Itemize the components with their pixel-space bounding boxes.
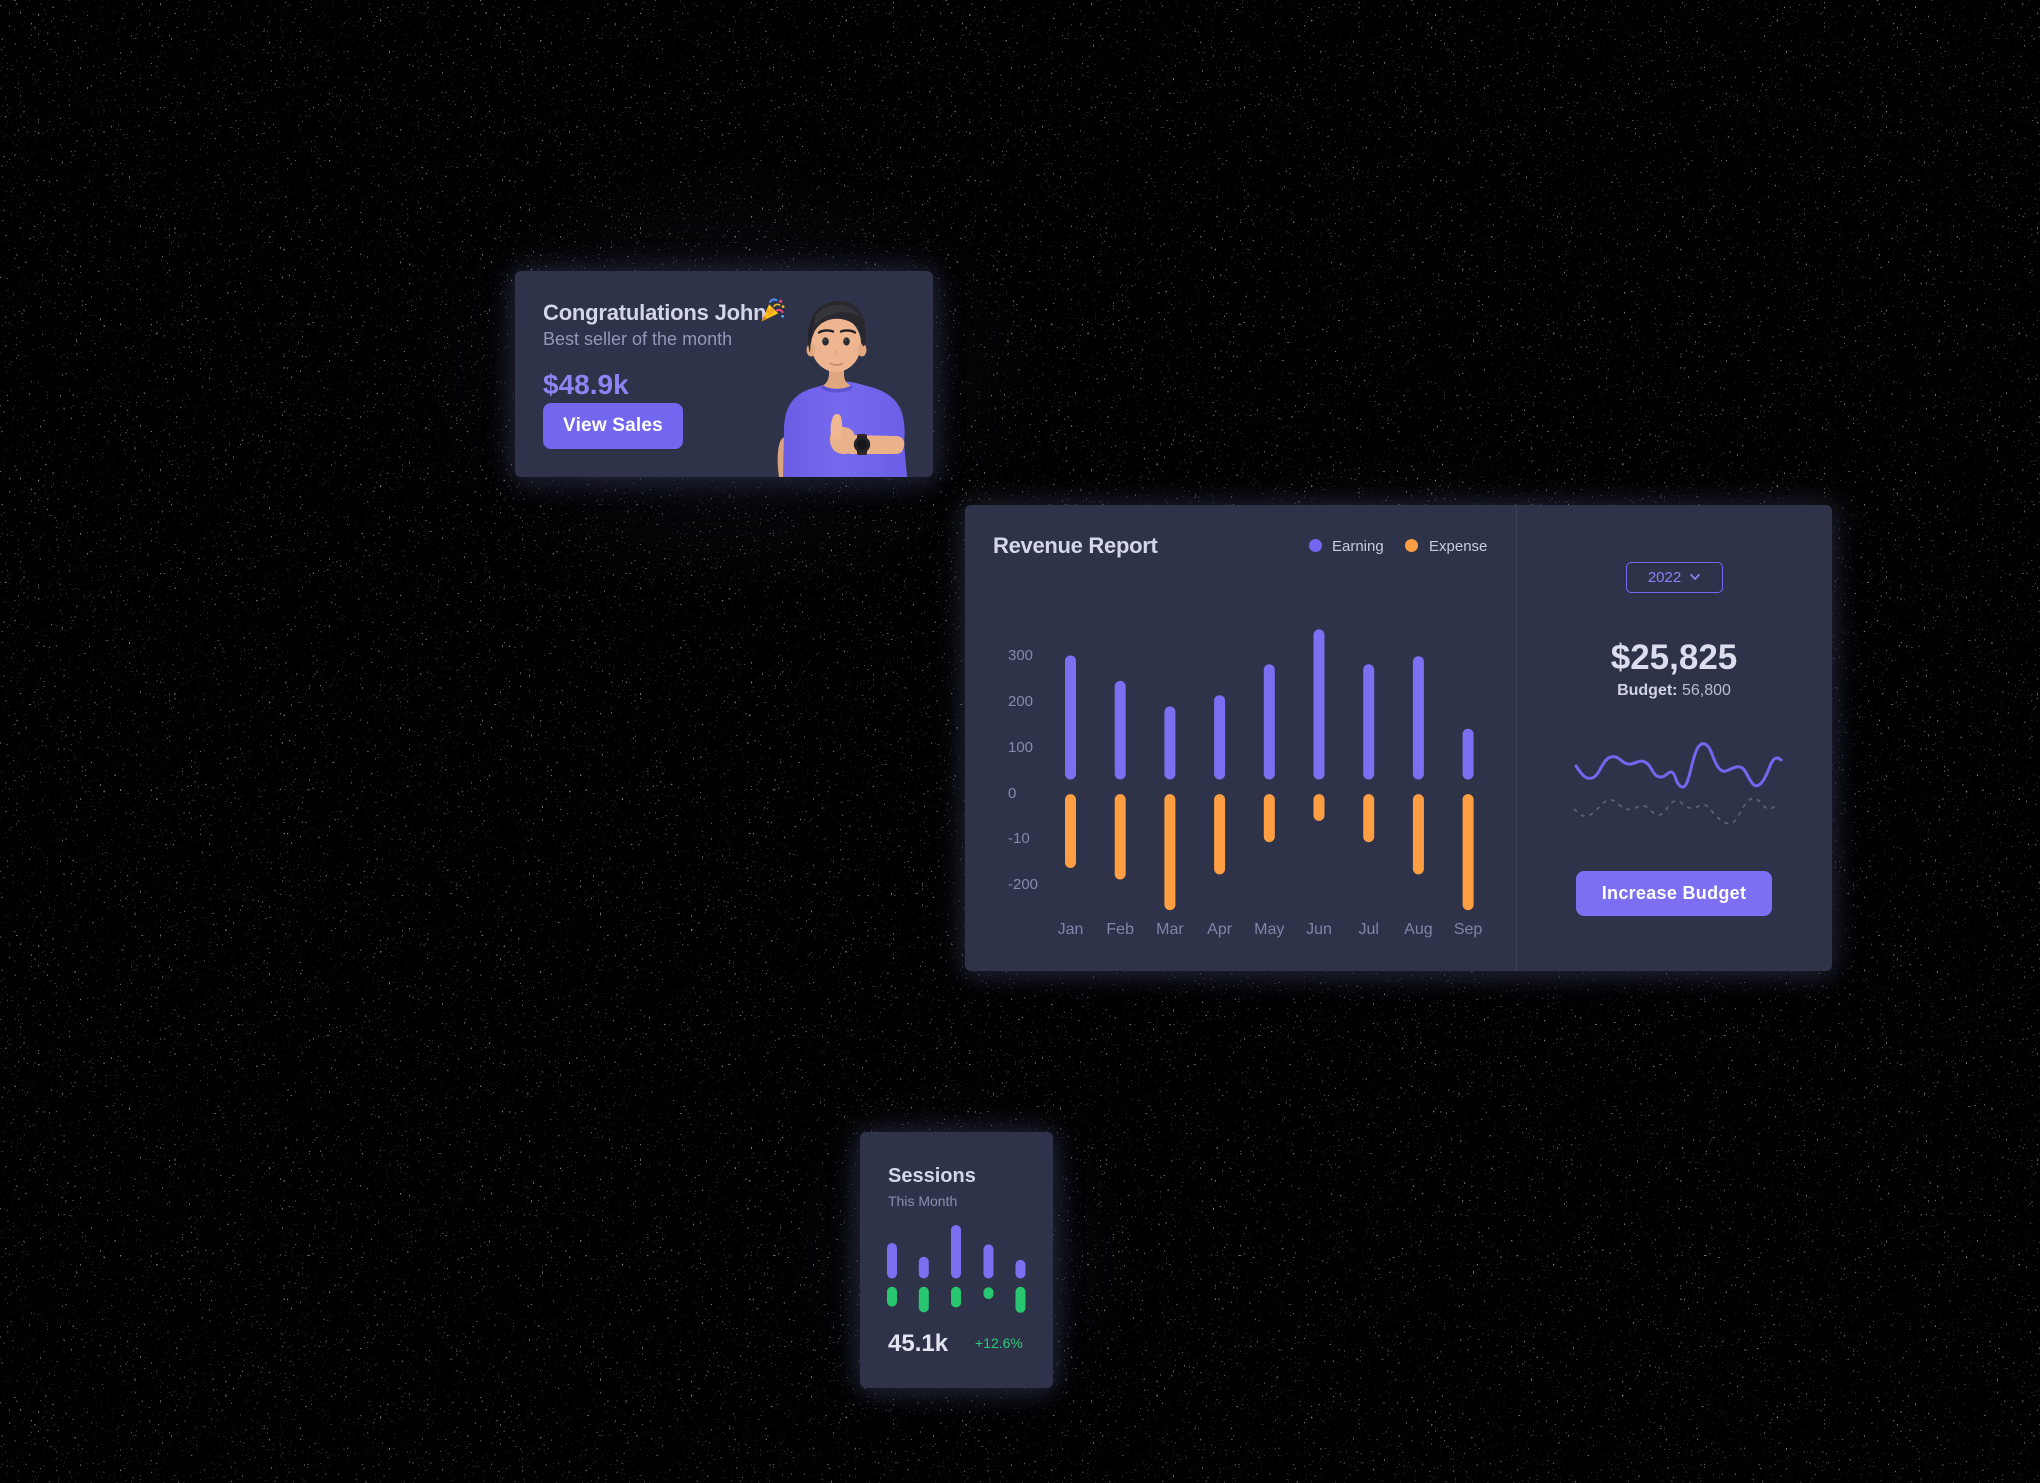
svg-text:Mar: Mar [1156,921,1184,938]
svg-text:-10: -10 [1008,830,1030,847]
svg-text:Sep: Sep [1454,921,1483,938]
svg-text:Jul: Jul [1358,921,1378,938]
svg-text:-200: -200 [1008,876,1038,893]
svg-text:200: 200 [1008,693,1033,710]
svg-text:0: 0 [1008,785,1016,802]
svg-text:Jun: Jun [1306,921,1332,938]
svg-text:Feb: Feb [1106,921,1134,938]
svg-text:300: 300 [1008,647,1033,664]
svg-text:Jan: Jan [1058,921,1084,938]
svg-text:Apr: Apr [1207,921,1233,938]
svg-text:100: 100 [1008,739,1033,756]
svg-text:May: May [1254,921,1284,938]
svg-text:Aug: Aug [1404,921,1432,938]
